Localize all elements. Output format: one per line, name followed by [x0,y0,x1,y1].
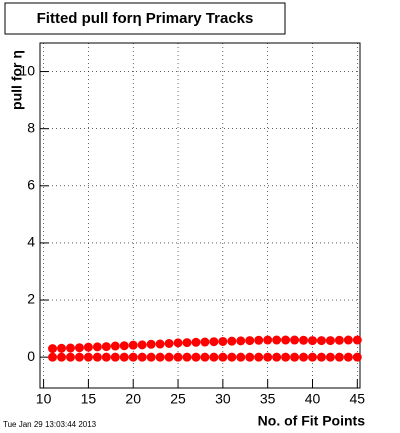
point [343,335,353,345]
point [299,335,309,345]
point [236,352,246,362]
point [272,335,282,345]
y-axis-label: pull for η [9,50,25,110]
point [290,352,300,362]
point [281,335,291,345]
plot-frame [39,42,361,389]
point [164,352,174,362]
point [74,352,84,362]
point [325,352,335,362]
point [200,337,210,347]
timestamp: Tue Jan 29 13:03:44 2013 [3,420,97,429]
point [352,335,362,345]
point [236,336,246,346]
point [227,352,237,362]
y-tick-label: 2 [27,291,35,307]
point [155,339,165,349]
point [173,352,183,362]
point [83,342,93,352]
point [263,335,273,345]
point [182,338,192,348]
point [254,335,264,345]
point [155,352,165,362]
y-tick-label: 8 [27,119,35,135]
point [65,352,75,362]
point [128,352,138,362]
point [57,343,67,353]
point [146,339,156,349]
y-tick-label: 10 [19,62,35,78]
point [137,340,147,350]
point [299,352,309,362]
x-tick-label: 45 [350,391,366,407]
point [334,352,344,362]
point [272,352,282,362]
point [119,352,129,362]
point [101,352,111,362]
point [290,335,300,345]
point [146,352,156,362]
chart-title: Fitted pull forη Primary Tracks [37,10,254,27]
point [281,352,291,362]
x-tick-label: 15 [81,391,97,407]
point [343,352,353,362]
x-tick-label: 30 [215,391,231,407]
point [191,352,201,362]
point [316,336,326,346]
point [254,352,264,362]
point [200,352,210,362]
point [164,338,174,348]
x-axis-label: No. of Fit Points [258,413,366,429]
x-tick-label: 25 [170,391,186,407]
point [110,352,120,362]
point [325,336,335,346]
point [137,352,147,362]
point [209,352,219,362]
point [101,342,111,352]
y-tick-label: 4 [27,234,35,250]
x-tick-label: 20 [125,391,141,407]
point [92,342,102,352]
point [227,336,237,346]
point [352,352,362,362]
point [74,343,84,353]
point [119,341,129,351]
point [48,344,58,354]
point [191,337,201,347]
point [92,352,102,362]
point [110,341,120,351]
point [65,343,75,353]
title-box [4,2,286,35]
point [48,352,58,362]
point [316,352,326,362]
point [307,352,317,362]
point [245,352,255,362]
point [209,337,219,347]
y-tick-label: 6 [27,177,35,193]
point [263,352,273,362]
point [307,336,317,346]
point [173,338,183,348]
point [245,336,255,346]
point [57,352,67,362]
point [128,340,138,350]
point [218,336,228,346]
point [83,352,93,362]
x-tick-label: 35 [260,391,276,407]
point [218,352,228,362]
x-tick-label: 10 [36,391,52,407]
x-tick-label: 40 [305,391,321,407]
point [182,352,192,362]
point [334,335,344,345]
y-tick-label: 0 [27,348,35,364]
